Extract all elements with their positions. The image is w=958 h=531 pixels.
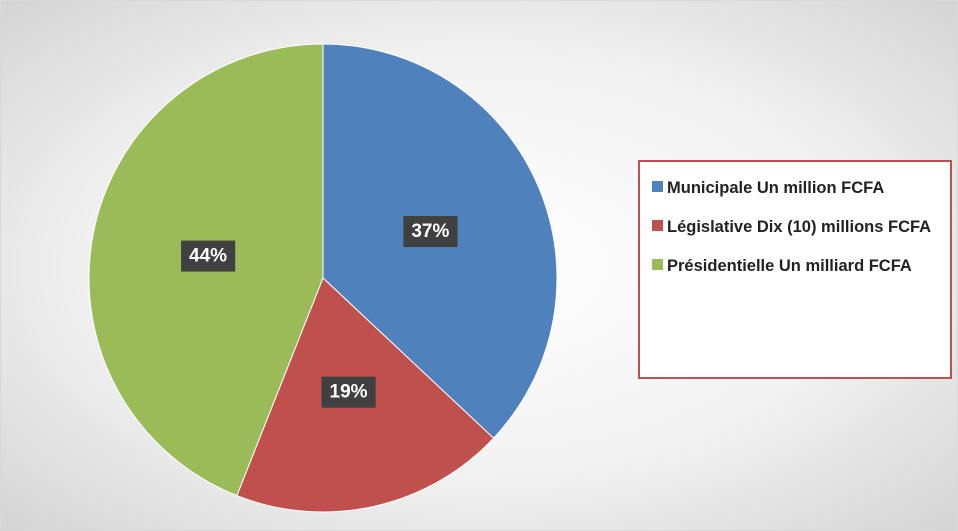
data-label: 44%	[189, 246, 227, 267]
data-label-box	[403, 216, 458, 248]
legend-item: Présidentielle Un milliard FCFA	[652, 254, 942, 279]
legend: Municipale Un million FCFA Législative Di…	[638, 160, 952, 379]
data-label: 37%	[411, 221, 449, 242]
data-label-box	[181, 240, 236, 272]
legend-swatch	[652, 181, 663, 192]
legend-label: Présidentielle Un milliard FCFA	[667, 257, 912, 275]
data-label-box	[321, 376, 376, 408]
legend-label: Législative Dix (10) millions FCFA	[667, 218, 932, 236]
data-label: 19%	[330, 382, 368, 403]
legend-swatch	[652, 259, 663, 270]
legend-swatch	[652, 220, 663, 231]
legend-item: Législative Dix (10) millions FCFA	[652, 215, 942, 240]
legend-item: Municipale Un million FCFA	[652, 176, 942, 201]
legend-label: Municipale Un million FCFA	[667, 179, 885, 197]
